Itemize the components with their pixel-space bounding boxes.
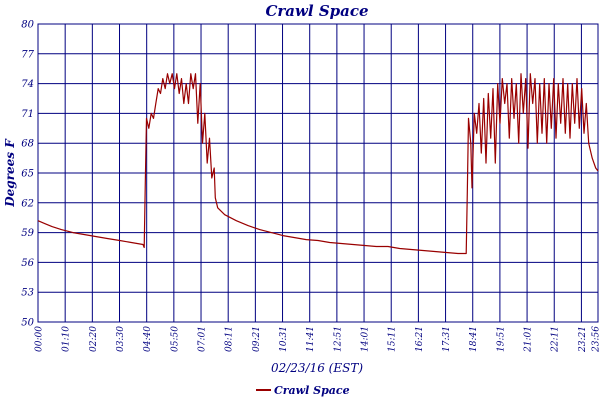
series-line-crawl-space (37, 73, 599, 255)
x-tick-label: 14:01 (361, 326, 371, 352)
x-tick-label: 08:11 (225, 326, 235, 352)
x-tick-label: 17:31 (442, 326, 452, 352)
x-tick-label: 16:21 (415, 326, 425, 352)
y-tick-label: 50 (21, 318, 34, 329)
x-tick-label: 01:10 (62, 326, 72, 352)
x-axis-label: 02/23/16 (EST) (271, 361, 363, 375)
x-tick-label: 19:51 (496, 326, 506, 352)
x-tick-label: 10:31 (279, 326, 289, 352)
y-tick-label: 80 (21, 20, 34, 31)
x-tick-label: 03:30 (116, 326, 126, 352)
x-tick-label: 18:41 (469, 326, 479, 352)
grid-lines (38, 23, 598, 323)
x-tick-label: 11:41 (306, 326, 316, 352)
x-tick-label: 23:21 (578, 326, 588, 353)
x-tick-label: 23:56 (592, 326, 600, 353)
y-tick-label: 68 (21, 139, 34, 150)
y-tick-label: 65 (21, 169, 34, 180)
y-tick-label: 77 (21, 49, 34, 60)
y-tick-label: 71 (21, 109, 34, 120)
chart-title: Crawl Space (265, 2, 368, 20)
y-axis-ticks: 80 77 74 71 68 65 62 59 56 53 50 (21, 20, 34, 329)
x-tick-label: 04:40 (143, 326, 153, 352)
x-axis-ticks: 00:00 01:10 02:20 03:30 04:40 05:50 07:01 08:11… (35, 326, 600, 353)
y-tick-label: 62 (21, 198, 34, 209)
y-tick-label: 74 (21, 79, 34, 90)
x-tick-label: 15:11 (388, 326, 398, 352)
y-axis-label: Degrees F (3, 138, 17, 208)
x-tick-label: 02:20 (89, 326, 99, 352)
legend: Crawl Space (256, 384, 350, 397)
legend-label: Crawl Space (274, 384, 350, 397)
x-tick-label: 09:21 (252, 326, 262, 352)
x-tick-label: 07:01 (198, 326, 208, 352)
x-tick-label: 22:11 (551, 326, 561, 353)
x-tick-label: 21:01 (524, 326, 534, 353)
x-tick-label: 05:50 (170, 326, 180, 352)
y-tick-label: 53 (21, 288, 34, 299)
y-tick-label: 56 (21, 258, 34, 269)
x-tick-label: 00:00 (35, 326, 45, 352)
x-tick-label: 12:51 (333, 326, 343, 352)
y-tick-label: 59 (21, 228, 34, 239)
